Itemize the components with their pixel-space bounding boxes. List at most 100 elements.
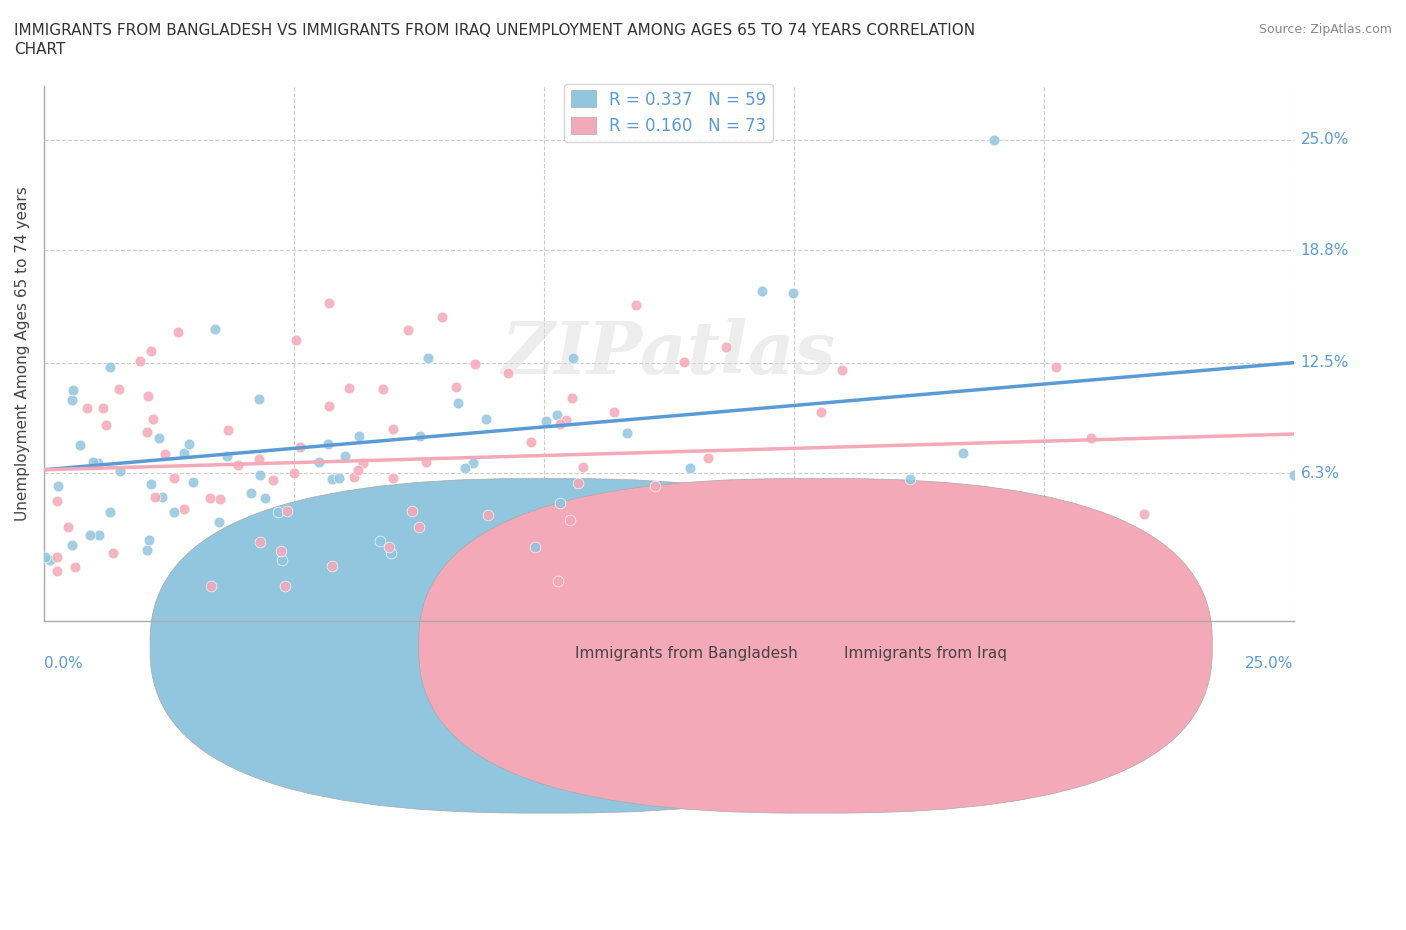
- Point: [208, 515, 231, 530]
- Point: [87, 455, 110, 470]
- Point: [381, 471, 404, 485]
- Point: [163, 505, 186, 520]
- Point: [285, 333, 308, 348]
- Point: [94, 418, 117, 432]
- Point: [318, 296, 340, 311]
- Point: [679, 460, 702, 475]
- Point: [430, 310, 453, 325]
- Point: [288, 439, 311, 454]
- Point: [267, 505, 290, 520]
- Point: [496, 365, 519, 380]
- Point: [208, 491, 231, 506]
- Text: 25.0%: 25.0%: [1301, 132, 1348, 147]
- Point: [142, 412, 165, 427]
- Point: [100, 360, 122, 375]
- Point: [546, 407, 568, 422]
- Text: Source: ZipAtlas.com: Source: ZipAtlas.com: [1258, 23, 1392, 36]
- Point: [63, 560, 86, 575]
- Text: 18.8%: 18.8%: [1301, 243, 1348, 258]
- Point: [548, 496, 571, 511]
- Point: [101, 545, 124, 560]
- Point: [226, 458, 249, 472]
- Point: [58, 520, 80, 535]
- Point: [215, 448, 238, 463]
- Point: [396, 323, 419, 338]
- Point: [672, 354, 695, 369]
- Point: [415, 454, 437, 469]
- Point: [239, 485, 262, 500]
- Point: [98, 504, 121, 519]
- Point: [276, 504, 298, 519]
- Point: [135, 425, 157, 440]
- Point: [46, 478, 69, 493]
- Point: [343, 470, 366, 485]
- Point: [318, 398, 340, 413]
- Point: [167, 325, 190, 339]
- Point: [624, 298, 647, 312]
- Point: [148, 431, 170, 445]
- Text: IMMIGRANTS FROM BANGLADESH VS IMMIGRANTS FROM IRAQ UNEMPLOYMENT AMONG AGES 65 TO: IMMIGRANTS FROM BANGLADESH VS IMMIGRANTS…: [14, 23, 976, 38]
- Point: [143, 489, 166, 504]
- Point: [200, 490, 222, 505]
- Point: [1132, 507, 1154, 522]
- Point: [110, 463, 132, 478]
- Point: [477, 508, 499, 523]
- Point: [247, 452, 270, 467]
- Point: [136, 389, 159, 404]
- Point: [475, 412, 498, 427]
- Point: [173, 445, 195, 460]
- Point: [46, 564, 69, 578]
- Point: [34, 550, 56, 565]
- Text: 25.0%: 25.0%: [1246, 657, 1294, 671]
- Point: [270, 552, 292, 567]
- Text: Immigrants from Iraq: Immigrants from Iraq: [844, 645, 1007, 660]
- Point: [283, 465, 305, 480]
- Point: [371, 382, 394, 397]
- Point: [368, 534, 391, 549]
- Point: [644, 478, 666, 493]
- FancyBboxPatch shape: [419, 479, 1212, 813]
- Y-axis label: Unemployment Among Ages 65 to 74 years: Unemployment Among Ages 65 to 74 years: [15, 186, 30, 521]
- Point: [308, 455, 330, 470]
- Point: [249, 535, 271, 550]
- Point: [461, 456, 484, 471]
- Point: [321, 558, 343, 573]
- Point: [39, 552, 62, 567]
- Point: [153, 446, 176, 461]
- Point: [464, 356, 486, 371]
- Point: [523, 539, 546, 554]
- Point: [179, 437, 201, 452]
- Point: [983, 132, 1005, 147]
- Point: [346, 462, 368, 477]
- Legend: R = 0.337   N = 59, R = 0.160   N = 73: R = 0.337 N = 59, R = 0.160 N = 73: [564, 84, 773, 141]
- Point: [409, 429, 432, 444]
- Text: ZIPatlas: ZIPatlas: [502, 318, 835, 390]
- Point: [898, 472, 921, 486]
- Point: [952, 445, 974, 460]
- Point: [163, 471, 186, 485]
- Point: [321, 472, 343, 486]
- Point: [562, 350, 585, 365]
- Point: [408, 520, 430, 535]
- Point: [200, 578, 222, 593]
- Point: [378, 539, 401, 554]
- Point: [561, 391, 583, 405]
- Point: [1045, 360, 1067, 375]
- Point: [150, 489, 173, 504]
- Point: [328, 470, 350, 485]
- Point: [62, 382, 84, 397]
- Point: [1282, 467, 1305, 482]
- Point: [262, 472, 284, 487]
- Point: [560, 512, 582, 527]
- Point: [333, 448, 356, 463]
- Point: [249, 468, 271, 483]
- Point: [380, 546, 402, 561]
- Point: [810, 405, 832, 419]
- Point: [401, 503, 423, 518]
- Point: [519, 434, 541, 449]
- Text: CHART: CHART: [14, 42, 66, 57]
- Point: [444, 379, 467, 394]
- Point: [603, 405, 626, 419]
- Point: [567, 476, 589, 491]
- Point: [173, 502, 195, 517]
